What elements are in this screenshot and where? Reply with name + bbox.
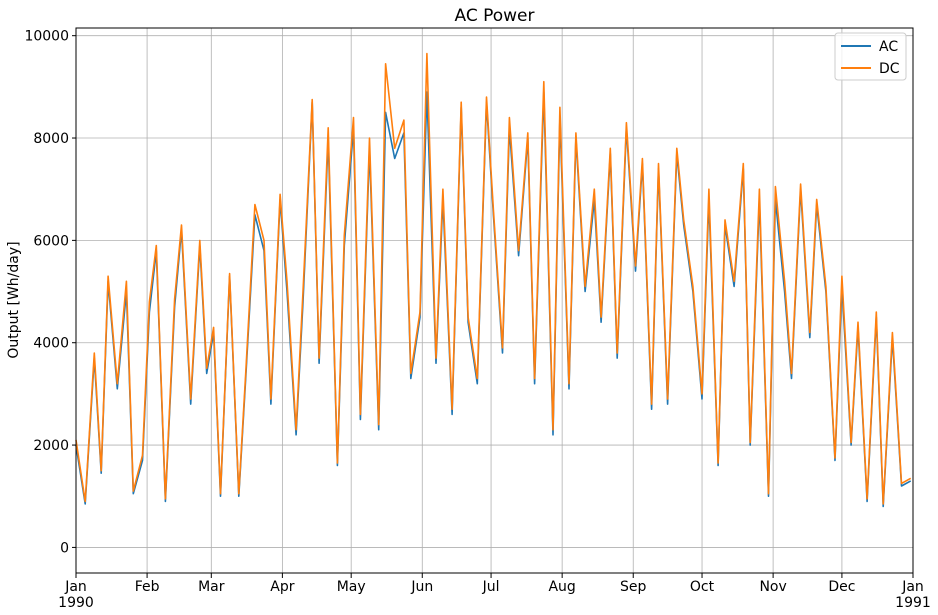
legend-label-dc: DC <box>879 61 900 77</box>
y-tick-label: 0 <box>60 540 69 556</box>
x-tick-label: Oct <box>690 579 715 595</box>
y-tick-label: 10000 <box>24 29 69 45</box>
y-tick-label: 4000 <box>33 336 69 352</box>
x-tick-label: May <box>337 579 366 595</box>
x-tick-label: Jan <box>901 579 924 595</box>
legend-label-ac: AC <box>879 39 898 55</box>
x-tick-label: Sep <box>620 579 647 595</box>
x-tick-label: Jun <box>410 579 433 595</box>
x-tick-label: Nov <box>759 579 786 595</box>
y-tick-label: 6000 <box>33 233 69 249</box>
series-layer <box>75 52 912 508</box>
x-tick-year-label: 1991 <box>895 595 931 611</box>
series-line-dc <box>75 52 912 505</box>
x-tick-label: Jan <box>64 579 87 595</box>
x-tick-label: Feb <box>135 579 160 595</box>
chart-title: AC Power <box>454 6 534 26</box>
y-axis-label: Output [Wh/day] <box>6 241 22 358</box>
y-axis-ticks: 0 2000 4000 6000 8000 10000 <box>24 29 76 556</box>
x-tick-label: Aug <box>548 579 575 595</box>
x-tick-label: Apr <box>270 579 294 595</box>
legend: AC DC <box>834 32 907 81</box>
plot-area <box>76 28 913 573</box>
x-tick-label: Mar <box>198 579 225 595</box>
plot-frame <box>75 27 914 574</box>
x-tick-label: Dec <box>828 579 855 595</box>
x-tick-label: Jul <box>482 579 500 595</box>
y-tick-label: 8000 <box>33 131 69 147</box>
x-tick-year-label: 1990 <box>58 595 94 611</box>
y-tick-label: 2000 <box>33 438 69 454</box>
